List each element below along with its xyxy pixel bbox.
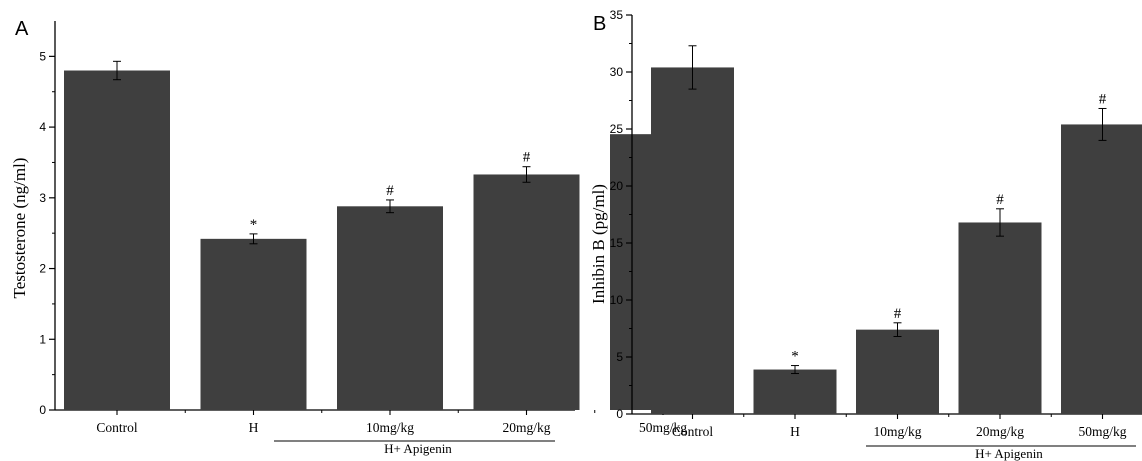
panel-a-bar (200, 238, 307, 410)
panel-b-y-tick-label: 15 (610, 236, 624, 250)
panel-a-x-tick-label: 50mg/kg (639, 420, 687, 435)
panel-a-label: A (15, 18, 29, 40)
panel-a-y-axis-title: Testosterone (ng/ml) (10, 158, 29, 299)
panel-b-y-tick-label: 25 (610, 122, 624, 136)
panel-a-y-tick-label: 3 (39, 191, 46, 205)
panel-a-y-tick-label: 4 (39, 120, 46, 134)
panel-b-y-tick-label: 5 (616, 350, 623, 364)
panel-b-bar (651, 67, 734, 414)
panel-a-x-tick-label: 20mg/kg (502, 420, 550, 435)
panel-b-bar (1061, 124, 1142, 414)
panel-a-y-tick-label: 1 (39, 332, 46, 346)
panel-b-significance-marker: # (1099, 91, 1107, 107)
panel-b-x-tick-label: 10mg/kg (873, 424, 921, 439)
panel-b-y-tick-label: 10 (610, 293, 624, 307)
panel-a-y-tick-label: 5 (39, 49, 46, 63)
panel-a-x-tick-label: 10mg/kg (366, 420, 414, 435)
panel-a-y-tick-label: 2 (39, 262, 46, 276)
panel-a-bar (64, 70, 170, 410)
panel-b-x-tick-label: Control (672, 424, 714, 439)
panel-b-x-tick-label: H (790, 424, 800, 439)
panel-b-group-label: H+ Apigenin (975, 446, 1043, 461)
panel-b-x-tick-label: 50mg/kg (1078, 424, 1126, 439)
panel-b-y-tick-label: 20 (610, 179, 624, 193)
panel-b-y-tick-label: 35 (610, 8, 624, 22)
panel-a-bar (337, 206, 443, 410)
panel-b-y-tick-label: 30 (610, 65, 624, 79)
panel-a-y-tick-label: 0 (39, 403, 46, 417)
panel-b-bar (958, 222, 1042, 414)
panel-b-plot: 0 5 10 15 20 25 30 35 Control * H #10mg/kg #20mg/kg #… (610, 8, 1142, 447)
panel-b-y-tick-label: 0 (616, 407, 623, 421)
panel-a-bar (473, 174, 580, 410)
panel-b-label: B (593, 13, 606, 35)
panel-b-bar (753, 369, 837, 414)
panel-a-x-tick-label: H (249, 420, 259, 435)
panel-a-group-label: H+ Apigenin (384, 441, 452, 456)
panel-a-significance-marker: # (523, 150, 531, 166)
panel-a-x-tick-label: Control (96, 420, 138, 435)
panel-b-x-tick-label: 20mg/kg (976, 424, 1024, 439)
panel-b-bar (856, 329, 939, 414)
panel-a-significance-marker: * (250, 217, 258, 233)
panel-b-significance-marker: * (791, 349, 799, 365)
panel-b-y-axis-title: Inhibin B (pg/ml) (589, 184, 608, 304)
panel-b-significance-marker: # (996, 192, 1004, 208)
panel-b-significance-marker: # (894, 306, 902, 322)
panel-a-significance-marker: # (386, 183, 394, 199)
